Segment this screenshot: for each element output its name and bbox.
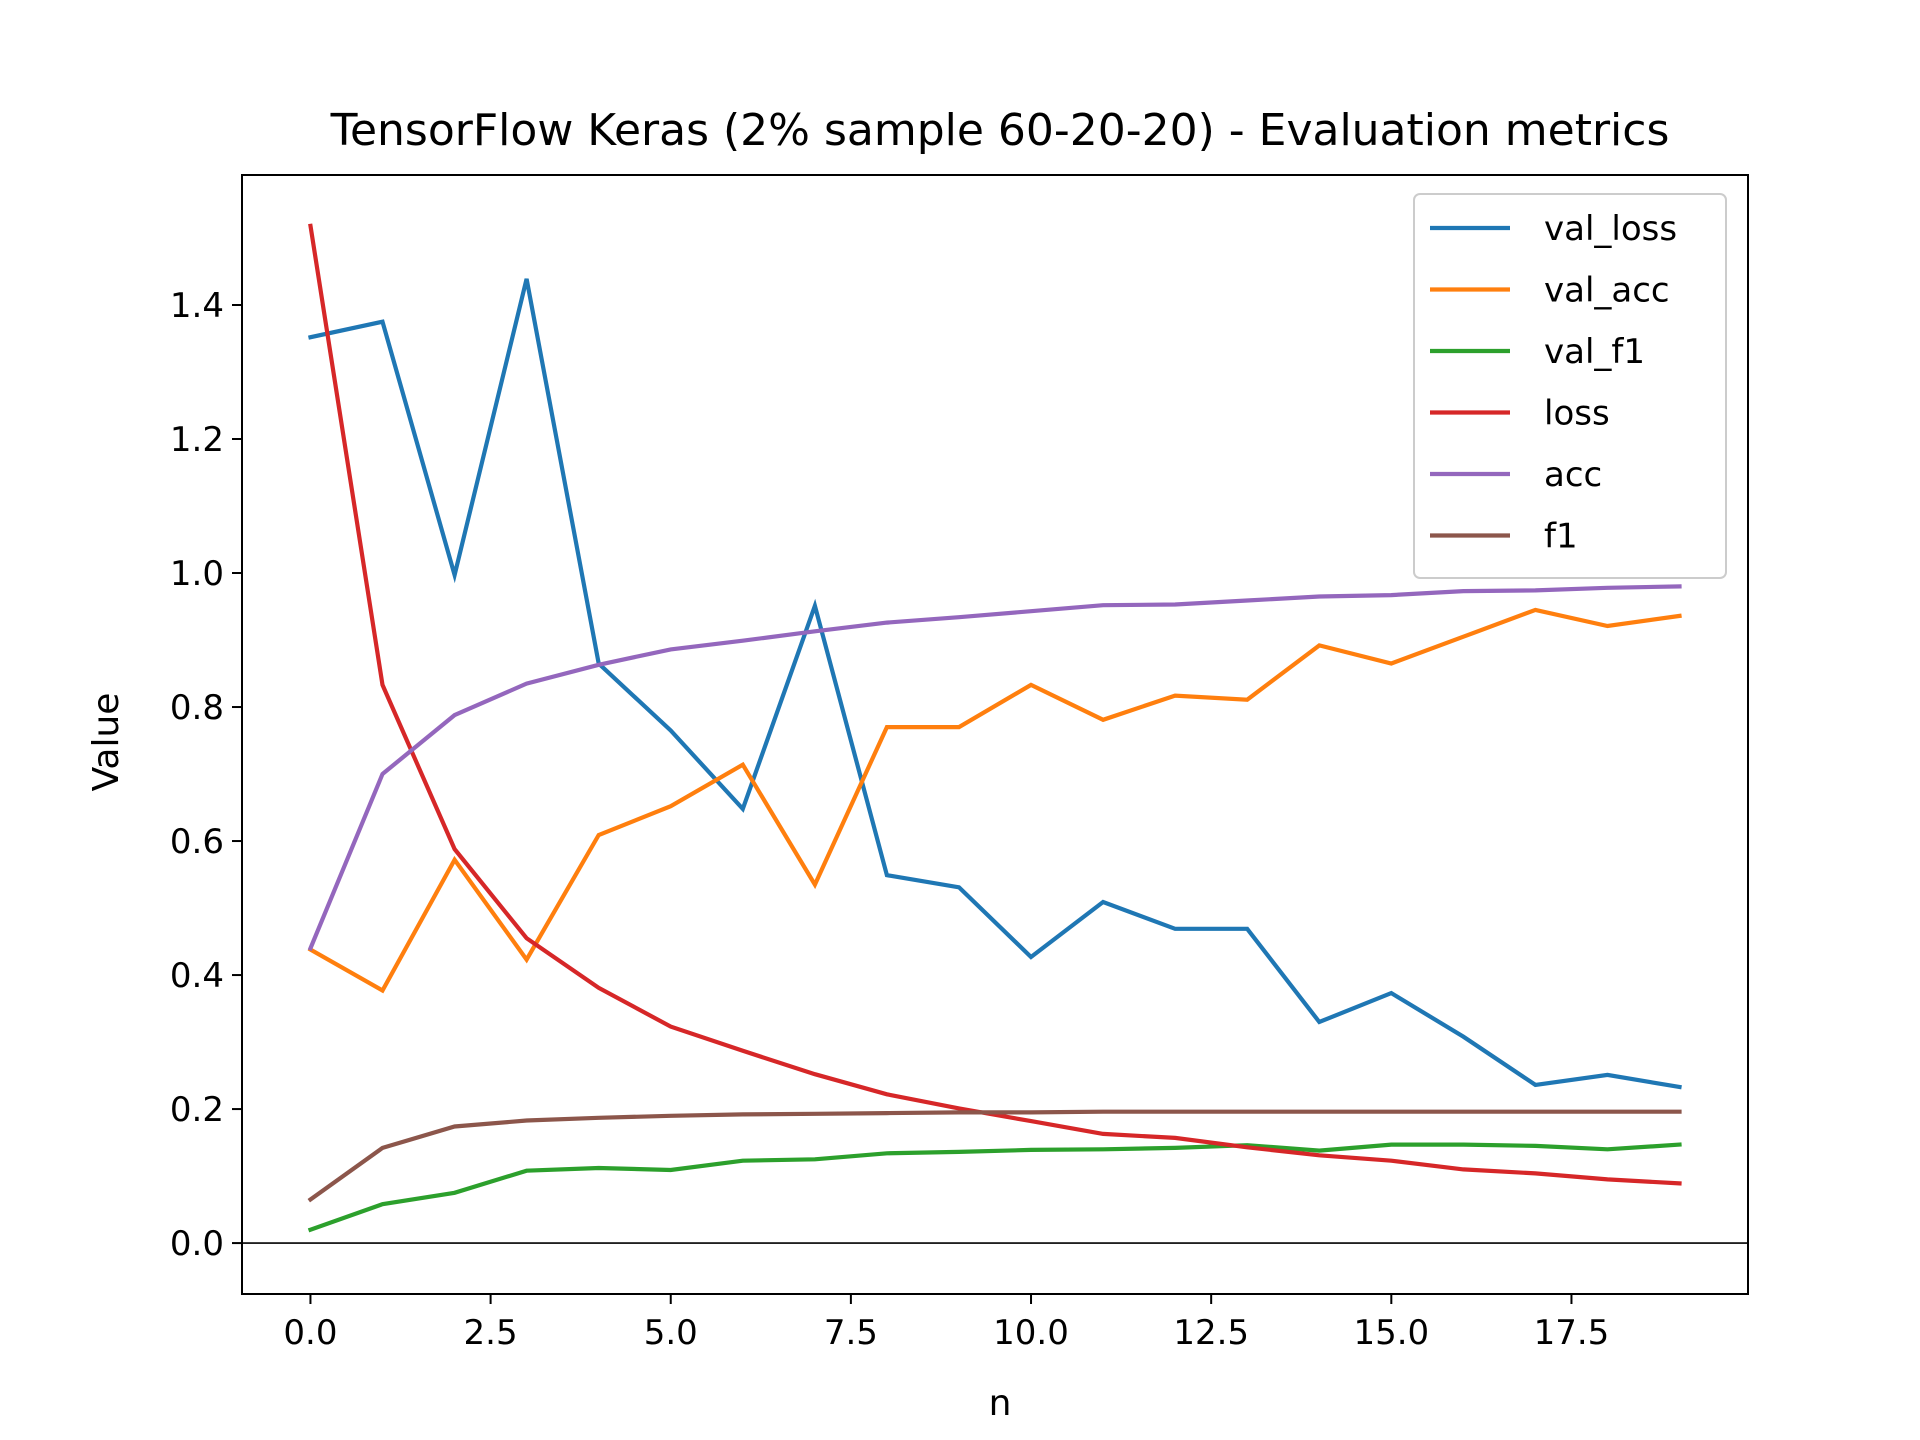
legend-label-val-f1: val_f1 [1544,332,1645,372]
series-line-loss [308,223,1682,1186]
axes: 0.0 2.5 5.0 7.5 10.0 12.5 15.0 17.5 0.0 0.2 0.4 0.6… [170,174,1749,1353]
y-tick-label: 1.4 [170,286,224,326]
x-axis-label: n [989,1383,1012,1424]
x-tick-label: 17.5 [1534,1313,1610,1353]
plot-area [242,223,1748,1244]
legend-label-f1: f1 [1544,517,1578,557]
series-line-acc [307,584,1682,951]
legend-label-val-acc: val_acc [1544,271,1670,311]
legend-label-val-loss: val_loss [1544,209,1677,249]
series-line-f1 [307,1109,1682,1203]
y-tick-label: 1.0 [170,554,224,594]
y-tick-label: 0.0 [170,1224,224,1264]
x-tick-label: 15.0 [1353,1313,1429,1353]
chart-title: TensorFlow Keras (2% sample 60-20-20) - … [330,105,1670,156]
y-tick-label: 0.6 [170,822,224,862]
axes-frame [241,174,1749,1295]
series-line-val-acc [307,607,1682,994]
legend-label-loss: loss [1544,394,1610,434]
x-tick-label: 7.5 [824,1313,878,1353]
y-axis-label: Value [86,693,127,792]
x-tick-label: 0.0 [283,1313,337,1353]
legend-label-acc: acc [1544,455,1602,495]
x-tick-label: 12.5 [1173,1313,1249,1353]
y-tick-label: 1.2 [170,420,224,460]
series-line-val-loss [308,278,1682,1090]
y-tick-label: 0.2 [170,1090,224,1130]
y-tick-label: 0.4 [170,956,224,996]
x-tick-label: 10.0 [993,1313,1069,1353]
series-line-val-f1 [307,1142,1682,1233]
x-tick-label: 2.5 [464,1313,518,1353]
y-tick-label: 0.8 [170,688,224,728]
x-tick-label: 5.0 [644,1313,698,1353]
